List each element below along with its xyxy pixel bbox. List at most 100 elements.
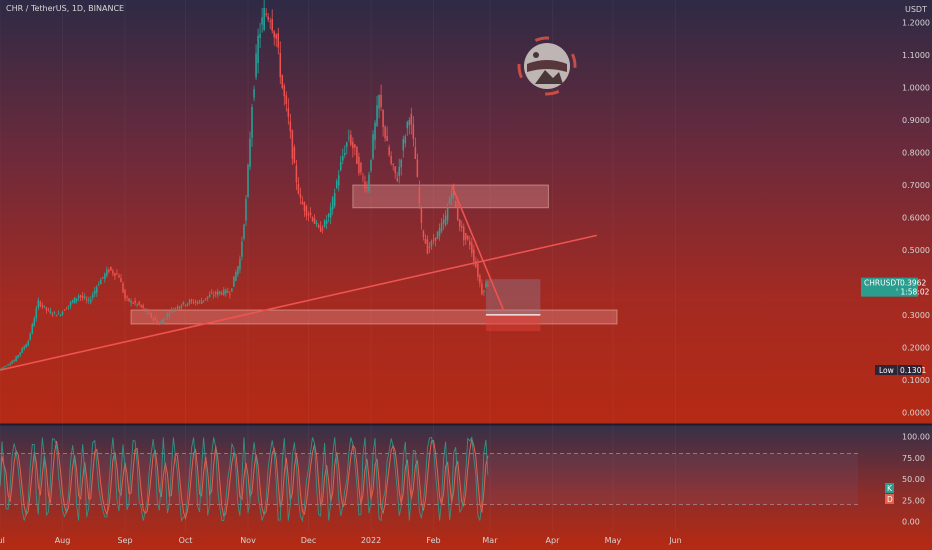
candle-body (170, 309, 173, 311)
candle-body (13, 360, 15, 362)
zones[interactable] (130, 184, 618, 332)
candle-body (271, 19, 273, 31)
candle-body (212, 294, 215, 296)
candle-body (120, 278, 122, 283)
candle-body (477, 263, 479, 277)
candle-body (210, 292, 213, 294)
candle-body (430, 240, 433, 247)
candle-body (479, 275, 481, 284)
candle-body (198, 300, 201, 302)
candle-body (462, 226, 465, 241)
low-marker-value: 0.1301 (900, 366, 926, 375)
candle-body (21, 348, 23, 353)
candle-body (27, 341, 29, 346)
candle-body (358, 156, 360, 174)
candle-body (94, 290, 96, 295)
candle-body (172, 309, 175, 313)
candle-body (178, 306, 181, 309)
trendlines[interactable] (0, 184, 598, 371)
candle-body (414, 147, 417, 159)
candle-body (9, 363, 11, 365)
candle-body (110, 266, 112, 271)
candle-body (214, 292, 217, 294)
price-tick-label-3: 0.9000 (902, 116, 930, 125)
candle-body (398, 166, 400, 177)
price-axis[interactable]: 1.2000 1.1000 1.0000 0.9000 0.8000 0.7000 0.60… (902, 19, 930, 418)
candle-body (402, 139, 405, 151)
candle-body (152, 318, 154, 320)
candle-body (303, 202, 306, 211)
candle-body (299, 194, 302, 198)
candle-body (98, 284, 100, 286)
time-axis[interactable]: Jul Aug Sep Oct Nov Dec 2022 Feb Mar Apr May Jun (0, 536, 682, 545)
candle-body (15, 356, 17, 362)
candle-body (221, 292, 223, 295)
candle-body (77, 296, 80, 298)
candle-body (440, 223, 443, 232)
candle-body (309, 212, 312, 216)
candle-body (295, 165, 298, 183)
candle-body (61, 311, 64, 315)
candle-body (251, 106, 253, 138)
candle-body (206, 296, 209, 299)
candle-body (384, 126, 386, 139)
candle-body (465, 233, 467, 240)
candle-body (444, 215, 447, 226)
candle-body (342, 155, 344, 161)
candle-body (249, 138, 251, 167)
candle-body (144, 308, 146, 312)
oscillator-axis[interactable]: 100.00 75.00 50.00 25.00 0.00 (902, 433, 930, 527)
position-target-zone (485, 279, 541, 315)
candle-body (192, 302, 195, 304)
candle-body (436, 231, 439, 239)
candle-body (223, 289, 225, 295)
chart-title: CHR / TetherUS, 1D, BINANCE (6, 4, 124, 13)
candle-body (467, 235, 469, 240)
candle-body (247, 165, 249, 197)
candle-body (287, 108, 290, 117)
candle-body (39, 301, 42, 307)
candle-body (305, 206, 308, 216)
low-marker-label: Low (879, 366, 894, 375)
candle-body (162, 319, 165, 325)
candle-body (148, 313, 150, 314)
candle-body (426, 239, 429, 254)
candle-body (128, 298, 130, 302)
candle-body (100, 279, 102, 285)
candle-body (267, 16, 269, 20)
candle-body (432, 239, 435, 241)
candle-body (442, 219, 445, 224)
candle-body (366, 186, 368, 188)
candle-body (49, 310, 52, 314)
candle-body (424, 238, 427, 244)
candle-body (225, 289, 227, 294)
candle-body (364, 181, 366, 189)
candle-body (204, 298, 207, 299)
candle-body (146, 311, 148, 312)
supply-demand-zone-1 (130, 309, 618, 325)
price-tick-label-7: 0.5000 (902, 246, 930, 255)
candle-body (166, 313, 169, 318)
candle-body (116, 273, 118, 275)
position-stop-zone (485, 314, 541, 332)
candle-body (122, 283, 124, 293)
candle-body (25, 344, 27, 348)
candle-body (412, 124, 415, 139)
candle-body (81, 295, 84, 299)
candle-body (5, 366, 7, 367)
candle-body (231, 288, 233, 292)
candle-body (269, 21, 271, 23)
candle-body (297, 183, 300, 194)
candle-body (450, 192, 453, 199)
candle-body (386, 136, 388, 142)
candle-body (194, 301, 197, 303)
candle-body (112, 270, 114, 274)
candle-body (265, 13, 267, 16)
candle-body (182, 301, 185, 305)
candles (0, 0, 489, 371)
candle-body (350, 134, 352, 145)
time-tick-label-4: Nov (240, 536, 256, 545)
candle-body (454, 201, 457, 207)
low-marker-badge: Low 0.1301 (875, 365, 926, 376)
